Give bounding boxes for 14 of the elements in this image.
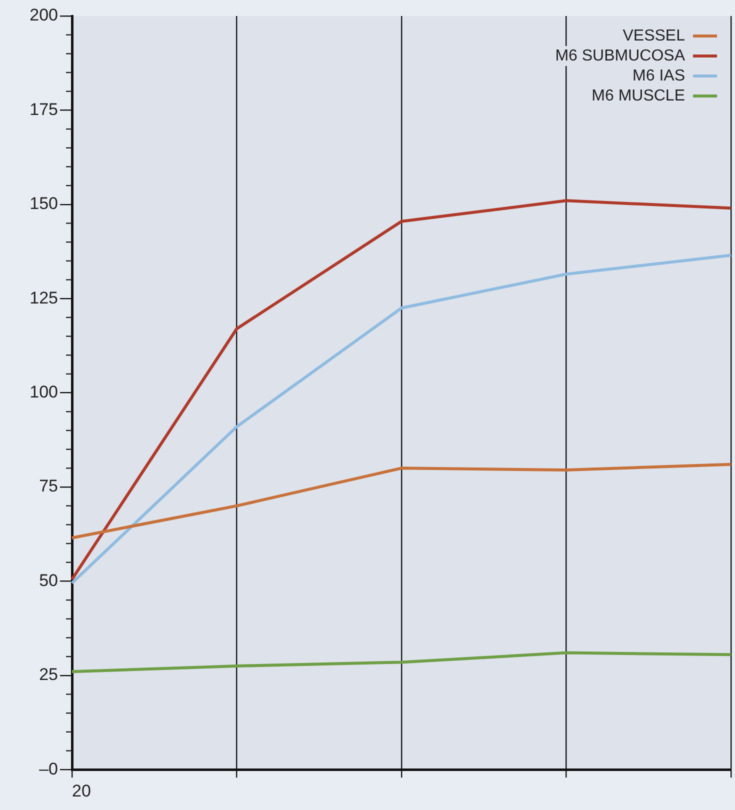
y-tick-label: 50 (39, 570, 58, 590)
y-tick-label: 175 (30, 100, 58, 119)
y-tick-label: 200 (30, 6, 58, 25)
y-tick-label: 150 (30, 194, 58, 214)
y-tick-label: 25 (39, 665, 58, 684)
legend-label: M6 MUSCLE (592, 87, 685, 104)
y-tick-label: –0 (39, 759, 58, 778)
legend-label: M6 SUBMUCOSA (555, 47, 686, 64)
x-tick-label: 20 (72, 781, 91, 800)
y-tick-label: 125 (30, 288, 58, 308)
y-tick-label: 100 (30, 382, 58, 402)
legend-label: M6 IAS (632, 67, 685, 84)
legend-label: VESSEL (622, 27, 686, 44)
y-tick-label: 75 (39, 476, 58, 496)
